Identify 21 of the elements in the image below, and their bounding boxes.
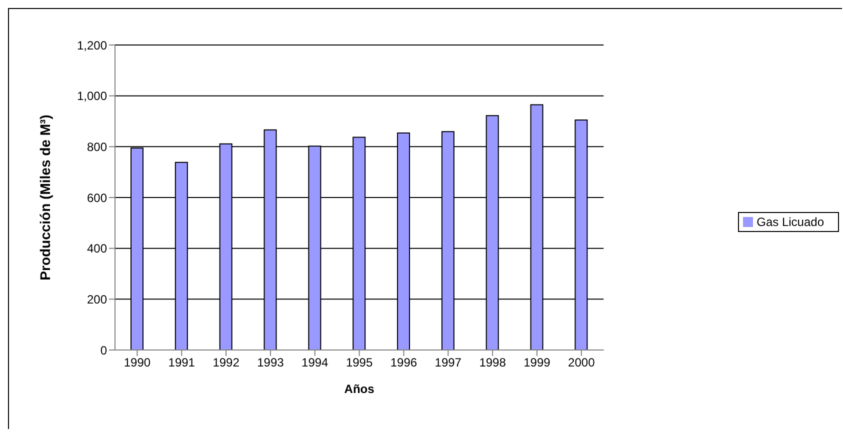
x-tick-label: 1992 — [212, 356, 240, 370]
y-tick-label: 800 — [86, 140, 108, 154]
x-tick-label: 1993 — [257, 356, 284, 370]
x-tick-label: 1996 — [390, 356, 418, 370]
x-tick-label: 1990 — [124, 356, 151, 370]
y-tick-label: 200 — [86, 292, 108, 306]
y-axis-title: Producción (Miles de M³) — [36, 114, 53, 280]
x-tick-label: 1997 — [434, 356, 462, 370]
x-tick-label: 1999 — [524, 356, 551, 370]
y-tick-label: 600 — [86, 190, 108, 205]
x-tick-label: 1995 — [346, 356, 373, 370]
y-tick-label: 1,000 — [76, 89, 108, 104]
x-axis-title: Años — [344, 382, 375, 396]
y-tick-label: 400 — [86, 242, 108, 256]
y-tick-label: 0 — [100, 343, 108, 358]
legend-label: Gas Licuado — [756, 214, 824, 228]
x-tick-label: 1994 — [302, 356, 329, 370]
x-tick-label: 1991 — [168, 356, 196, 370]
y-tick-label: 1,200 — [76, 38, 108, 52]
x-tick-label: 2000 — [568, 356, 596, 370]
x-tick-label: 1998 — [479, 356, 506, 370]
